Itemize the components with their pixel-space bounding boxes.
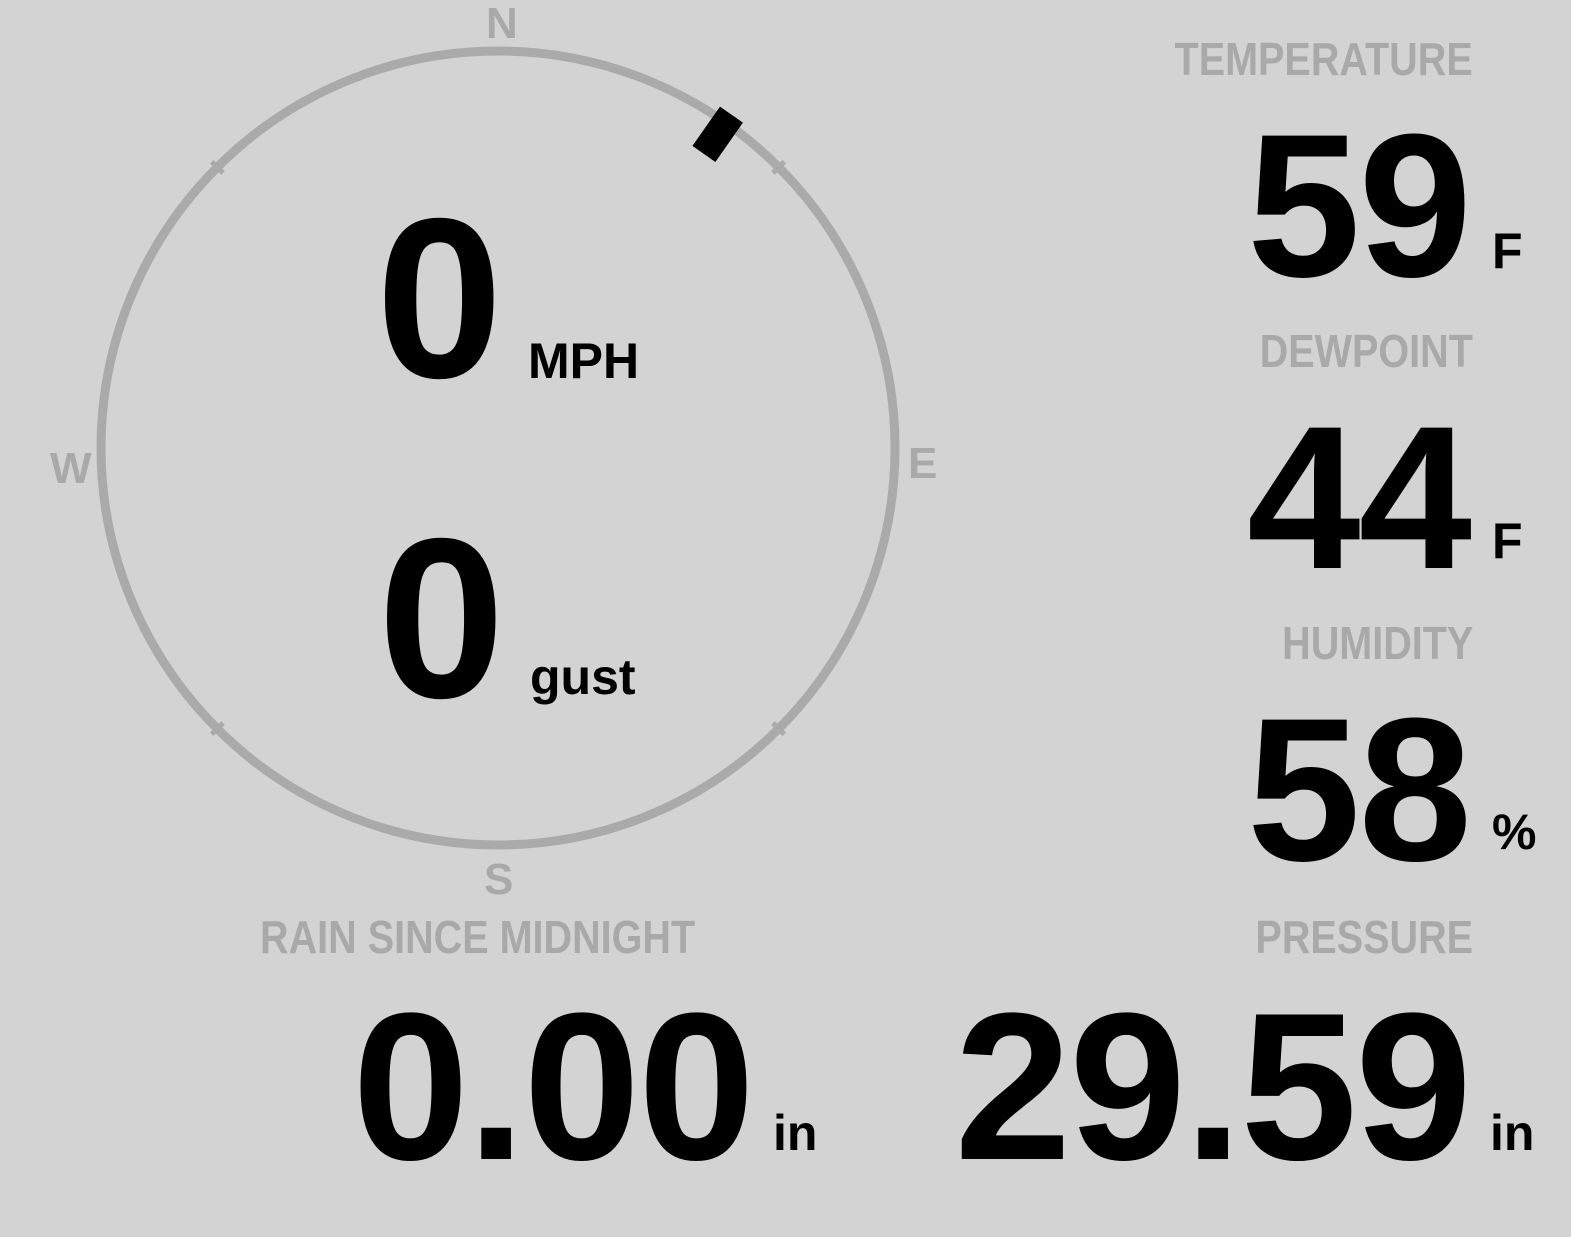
- compass-west-label: W: [50, 444, 92, 493]
- dewpoint-value: 44: [1247, 384, 1472, 612]
- compass-ring: [96, 46, 900, 850]
- pressure-unit: in: [1490, 1105, 1535, 1161]
- compass-tick: [771, 721, 787, 737]
- compass-south-label: S: [484, 855, 514, 904]
- wind-gust-label: gust: [530, 649, 636, 705]
- humidity-unit: %: [1492, 804, 1537, 860]
- compass-tick: [209, 721, 225, 737]
- wind-direction-pointer: [692, 106, 743, 162]
- temperature-label: TEMPERATURE: [1174, 33, 1473, 85]
- pressure-value: 29.59: [954, 969, 1472, 1204]
- compass-tick: [209, 159, 225, 175]
- wind-gust-value: 0: [378, 492, 505, 746]
- wind-speed-unit: MPH: [528, 333, 640, 389]
- humidity-label: HUMIDITY: [1281, 617, 1473, 669]
- compass-ticks: [209, 159, 787, 737]
- rain-unit: in: [773, 1105, 818, 1161]
- rain-value: 0.00: [352, 969, 755, 1204]
- temperature-value: 59: [1247, 92, 1472, 320]
- compass-east-label: E: [908, 439, 938, 488]
- compass-tick: [771, 159, 787, 175]
- pressure-label: PRESSURE: [1255, 911, 1473, 963]
- temperature-unit: F: [1492, 223, 1523, 279]
- dewpoint-unit: F: [1492, 513, 1523, 569]
- wind-speed-value: 0: [376, 172, 503, 426]
- dewpoint-label: DEWPOINT: [1259, 325, 1473, 377]
- rain-label: RAIN SINCE MIDNIGHT: [260, 911, 696, 963]
- compass-north-label: N: [486, 0, 518, 48]
- humidity-value: 58: [1247, 676, 1472, 904]
